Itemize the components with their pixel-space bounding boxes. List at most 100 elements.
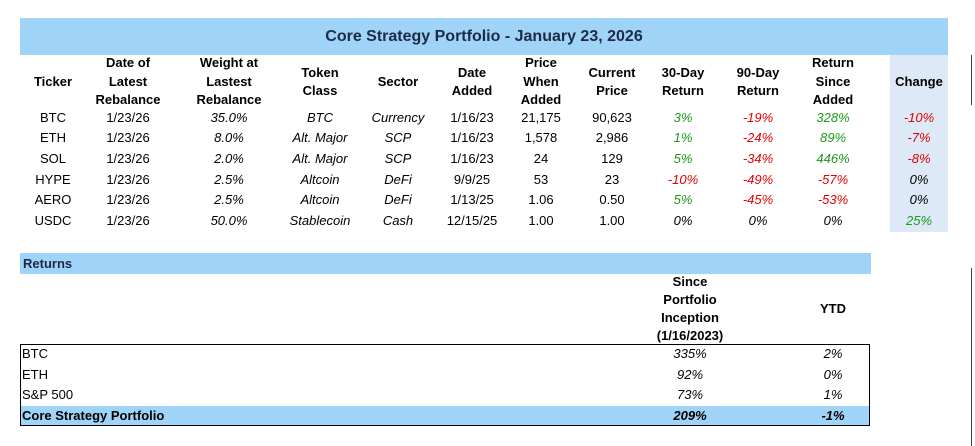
cell: 21,175 (521, 110, 561, 125)
cell: 35.0% (210, 110, 248, 125)
cell: 1/23/26 (106, 213, 150, 228)
cell: AERO (34, 192, 72, 207)
row-label: Core Strategy Portfolio (22, 408, 165, 423)
cell: -19% (742, 110, 774, 125)
cell: 1/23/26 (106, 192, 150, 207)
cell: 2.0% (214, 151, 244, 166)
column-header: Change (895, 73, 943, 89)
cell: -1% (821, 408, 845, 423)
cell: SOL (39, 151, 66, 166)
total-row-bg (21, 406, 869, 425)
cell: Alt. Major (292, 151, 348, 166)
cell: -49% (742, 172, 774, 187)
cell: 0.50 (599, 192, 625, 207)
column-header: Sector (377, 73, 419, 89)
cell: -57% (817, 172, 849, 187)
column-header: Price When Added (520, 55, 562, 108)
column-header: Date Added (451, 64, 493, 99)
row-label: ETH (22, 367, 48, 382)
cell: -7% (907, 130, 931, 145)
cell: 0% (823, 213, 843, 228)
cell: 8.0% (214, 130, 244, 145)
cell: 12/15/25 (446, 213, 498, 228)
cell: 129 (601, 151, 623, 166)
row-label: S&P 500 (22, 387, 74, 402)
cell: 5% (673, 192, 693, 207)
cell: 25% (905, 213, 933, 228)
column-header: 90-Day Return (736, 64, 780, 99)
cell: 1.00 (599, 213, 625, 228)
cell: SCP (384, 130, 412, 145)
cell: Altcoin (300, 172, 340, 187)
cell: 2% (823, 346, 843, 361)
cell: 73% (676, 387, 704, 402)
cell: SCP (384, 151, 412, 166)
cell: USDC (34, 213, 72, 228)
cell: -10% (903, 110, 935, 125)
cell: 1% (823, 387, 843, 402)
cell: -8% (907, 151, 931, 166)
cell: 23 (604, 172, 620, 187)
cell: -24% (742, 130, 774, 145)
cell: 24 (533, 151, 549, 166)
cell: -34% (742, 151, 774, 166)
row-label: BTC (22, 346, 48, 361)
cell: 0% (748, 213, 768, 228)
cell: 5% (673, 151, 693, 166)
column-header: Weight at Lastest Rebalance (196, 55, 262, 108)
cell: 0% (823, 367, 843, 382)
cell: BTC (307, 110, 333, 125)
cell: 3% (673, 110, 693, 125)
cell: 1/16/23 (450, 110, 494, 125)
cell: 0% (673, 213, 693, 228)
cell: BTC (40, 110, 66, 125)
cell: -45% (742, 192, 774, 207)
cell: -10% (667, 172, 699, 187)
cell: 335% (673, 346, 707, 361)
cell: 328% (816, 110, 850, 125)
cell: 1/23/26 (106, 151, 150, 166)
returns-bar (20, 253, 871, 274)
cell: Currency (371, 110, 425, 125)
title-bar (20, 18, 948, 55)
cell: HYPE (35, 172, 71, 187)
cell: 2.5% (214, 192, 244, 207)
returns-box (20, 344, 870, 426)
column-header: YTD (820, 301, 846, 316)
edge-line (971, 55, 972, 105)
cell: 90,623 (592, 110, 632, 125)
cell: Alt. Major (292, 130, 348, 145)
cell: DeFi (384, 172, 412, 187)
cell: 53 (533, 172, 549, 187)
cell: 1/23/26 (106, 130, 150, 145)
cell: Cash (382, 213, 414, 228)
cell: 1/23/26 (106, 110, 150, 125)
column-header: Date of Latest Rebalance (95, 55, 161, 108)
cell: 0% (909, 192, 929, 207)
cell: 89% (819, 130, 847, 145)
cell: 1,578 (524, 130, 558, 145)
cell: 50.0% (210, 213, 248, 228)
cell: 0% (909, 172, 929, 187)
cell: Altcoin (300, 192, 340, 207)
cell: 446% (816, 151, 850, 166)
cell: 1.06 (528, 192, 554, 207)
cell: 1/16/23 (450, 130, 494, 145)
cell: 1/23/26 (106, 172, 150, 187)
column-header: Current Price (588, 64, 636, 99)
cell: 2.5% (214, 172, 244, 187)
change-column-bg (890, 55, 948, 232)
column-header: 30-Day Return (661, 64, 705, 99)
edge-line (971, 268, 972, 446)
cell: 209% (673, 408, 707, 423)
cell: 92% (676, 367, 704, 382)
cell: Stablecoin (289, 213, 351, 228)
cell: 1.00 (528, 213, 554, 228)
cell: 1/13/25 (450, 192, 494, 207)
cell: 2,986 (595, 130, 629, 145)
cell: 1/16/23 (450, 151, 494, 166)
returns-title: Returns (23, 256, 73, 271)
cell: DeFi (384, 192, 412, 207)
cell: ETH (40, 130, 66, 145)
